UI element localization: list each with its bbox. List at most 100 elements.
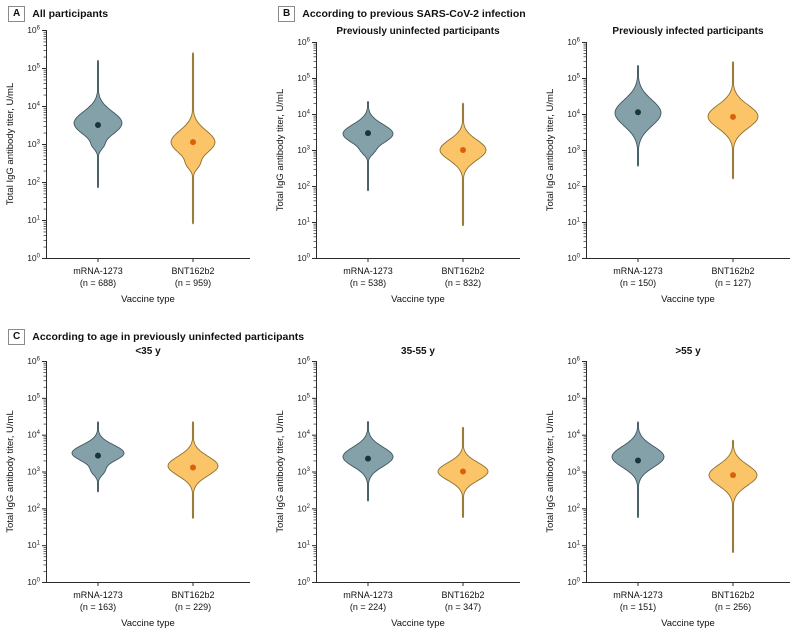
y-tick-label: 101 [297,540,310,550]
y-tick-label: 103 [27,139,40,149]
median-dot-mrna-1273 [95,122,101,128]
panel-c-header: C According to age in previously uninfec… [8,329,304,345]
y-tick-label: 104 [27,101,40,111]
x-axis-title: Vaccine type [121,618,175,629]
subplot-c-2: >55 y 100 101 102 103 104 105 106 Total IgG anti… [545,346,790,629]
y-tick-label: 102 [567,503,580,513]
median-dot-mrna-1273 [635,457,641,464]
y-tick-label: 101 [567,217,580,227]
panel-b-tag: B [278,6,296,22]
panel-a-tag: A [8,6,26,22]
median-dot-bnt162b2 [730,472,736,479]
y-tick-label: 104 [297,430,310,440]
y-tick-label: 105 [567,73,580,83]
y-tick-label: 100 [27,577,40,587]
y-tick-label: 103 [297,145,310,155]
panel-c-title: According to age in previously uninfecte… [32,331,305,343]
y-tick-label: 104 [297,109,310,119]
x-axis-title: Vaccine type [661,294,715,305]
y-tick-label: 102 [297,181,310,191]
group-label: mRNA-1273 [343,266,393,276]
group-label: mRNA-1273 [613,590,663,600]
y-tick-label: 106 [297,37,310,47]
group-n-label: (n = 832) [445,278,481,288]
group-label: BNT162b2 [171,590,214,600]
y-tick-label: 106 [297,356,310,366]
x-axis-title: Vaccine type [391,294,445,305]
y-tick-label: 100 [297,577,310,587]
y-tick-label: 101 [27,540,40,550]
y-tick-label: 102 [567,181,580,191]
group-label: mRNA-1273 [73,590,123,600]
y-tick-label: 103 [297,467,310,477]
group-n-label: (n = 229) [175,602,211,612]
group-n-label: (n = 256) [715,602,751,612]
group-label: BNT162b2 [441,266,484,276]
y-tick-label: 105 [27,393,40,403]
violin-bnt162b2 [707,61,759,180]
median-dot-bnt162b2 [730,113,736,120]
group-label: mRNA-1273 [73,266,123,276]
y-tick-label: 101 [567,540,580,550]
y-tick-label: 102 [27,177,40,187]
violin-bnt162b2 [439,102,487,227]
y-tick-label: 101 [297,217,310,227]
subplot-b-2: Previously infected participants 100 101 10… [545,26,790,305]
violin-mrna-1273 [342,100,394,192]
panel-b-title: According to previous SARS-CoV-2 infecti… [302,8,526,20]
y-tick-label: 101 [27,215,40,225]
group-n-label: (n = 688) [80,278,116,288]
subplot-subtitle: >55 y [675,346,701,357]
median-dot-bnt162b2 [460,147,466,153]
median-dot-mrna-1273 [365,130,371,137]
y-axis-title: Total IgG antibody titer, U/mL [275,410,286,533]
group-label: BNT162b2 [441,590,484,600]
y-tick-label: 100 [297,253,310,263]
group-n-label: (n = 347) [445,602,481,612]
group-n-label: (n = 224) [350,602,386,612]
y-tick-label: 103 [567,145,580,155]
violin-bnt162b2 [170,52,216,225]
group-n-label: (n = 150) [620,278,656,288]
subplot-subtitle: Previously uninfected participants [336,26,500,37]
subplot-a-0: 100 101 102 103 104 105 106 Total IgG antibody … [5,25,250,305]
panel-b-header: B According to previous SARS-CoV-2 infec… [278,6,526,22]
x-axis-title: Vaccine type [121,294,175,305]
y-tick-label: 105 [27,63,40,73]
y-tick-label: 105 [297,393,310,403]
y-tick-label: 106 [27,25,40,35]
x-axis-title: Vaccine type [661,618,715,629]
subplot-c-1: 35-55 y 100 101 102 103 104 105 106 Total IgG an… [275,346,520,629]
y-tick-label: 106 [27,356,40,366]
median-dot-bnt162b2 [190,464,196,471]
y-tick-label: 105 [567,393,580,403]
group-label: mRNA-1273 [343,590,393,600]
y-tick-label: 103 [27,467,40,477]
y-axis-title: Total IgG antibody titer, U/mL [275,89,286,212]
subplot-b-1: Previously uninfected participants 100 101… [275,26,520,305]
group-n-label: (n = 151) [620,602,656,612]
group-n-label: (n = 163) [80,602,116,612]
group-label: BNT162b2 [711,266,754,276]
y-tick-label: 104 [567,109,580,119]
y-tick-label: 106 [567,37,580,47]
group-label: BNT162b2 [171,266,214,276]
y-axis-title: Total IgG antibody titer, U/mL [545,410,556,533]
panel-a-title: All participants [32,8,109,20]
y-axis-title: Total IgG antibody titer, U/mL [545,89,556,212]
median-dot-mrna-1273 [95,452,101,459]
panel-a-header: A All participants [8,6,108,22]
y-tick-label: 102 [297,503,310,513]
y-tick-label: 103 [567,467,580,477]
median-dot-bnt162b2 [190,139,196,146]
subplot-subtitle: 35-55 y [401,346,435,357]
y-tick-label: 100 [567,577,580,587]
median-dot-mrna-1273 [365,455,371,462]
y-tick-label: 105 [297,73,310,83]
violin-bnt162b2 [708,439,758,553]
median-dot-mrna-1273 [635,109,641,116]
violin-mrna-1273 [611,421,665,518]
violin-mrna-1273 [614,64,662,167]
median-dot-bnt162b2 [460,468,466,475]
y-axis-title: Total IgG antibody titer, U/mL [5,410,16,533]
